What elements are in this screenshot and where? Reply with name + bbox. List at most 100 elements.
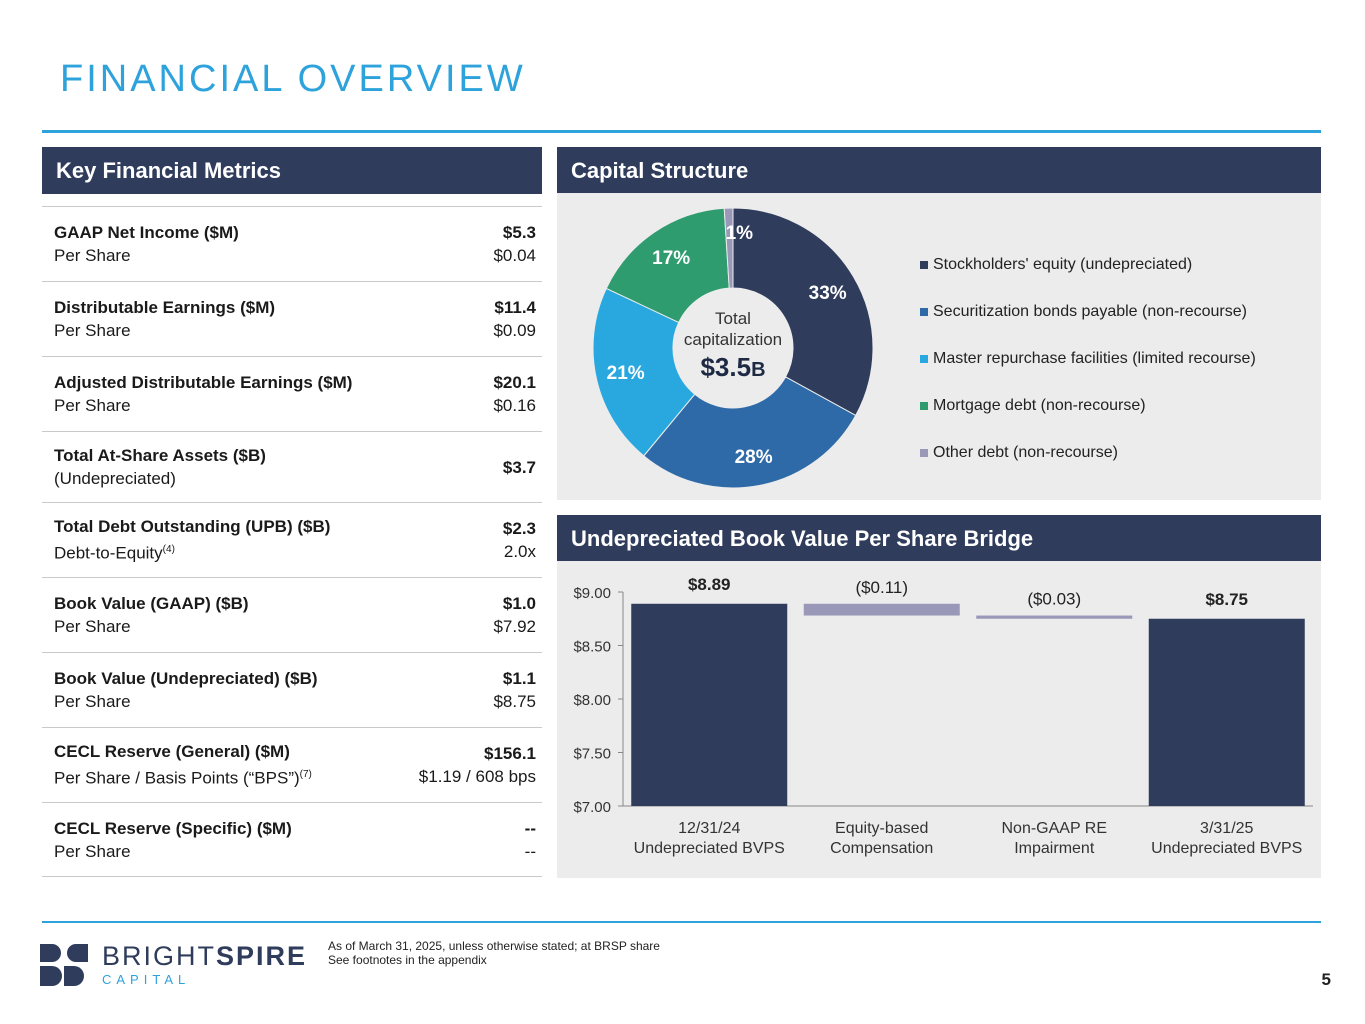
x-category-label: Undepreciated BVPS — [1151, 840, 1302, 857]
metric-value: -- — [524, 818, 536, 838]
logo-name-bold: SPIRE — [216, 941, 308, 971]
metric-sub-label: (Undepreciated) — [54, 469, 176, 488]
x-category-label: Undepreciated BVPS — [634, 840, 785, 857]
legend-swatch — [920, 307, 928, 316]
metric-row: Total At-Share Assets ($B) (Undepreciated… — [42, 431, 542, 502]
donut-center — [673, 288, 793, 408]
bridge-bar — [1148, 618, 1305, 806]
metric-label: Distributable Earnings ($M) — [54, 298, 276, 317]
metric-row: GAAP Net Income ($M) Per Share $5.3 $0.04 — [42, 206, 542, 281]
capital-structure-legend: Stockholders' equity (undepreciated) Secu… — [920, 241, 1256, 476]
brightspire-logo-mark-icon — [40, 943, 88, 986]
metrics-table: GAAP Net Income ($M) Per Share $5.3 $0.04 Di… — [42, 206, 542, 877]
legend-swatch — [920, 401, 928, 410]
metric-row: Adjusted Distributable Earnings ($M) Per … — [42, 356, 542, 431]
legend-swatch — [920, 354, 928, 363]
metric-sub-label: Per Share — [54, 396, 131, 415]
metric-label: Book Value (Undepreciated) ($B) — [54, 669, 318, 688]
bridge-value-label: ($0.03) — [1027, 590, 1081, 609]
bridge-value-label: ($0.11) — [855, 578, 908, 597]
bridge-bar — [803, 603, 960, 616]
legend-label: Other debt (non-recourse) — [933, 443, 1118, 461]
legend-item: Mortgage debt (non-recourse) — [920, 382, 1256, 429]
donut-slice-label: 21% — [607, 363, 645, 384]
page-number: 5 — [1321, 970, 1331, 989]
footnote: As of March 31, 2025, unless otherwise s… — [328, 939, 660, 967]
metric-sub-value: $8.75 — [493, 692, 536, 711]
footnote-line-2: See footnotes in the appendix — [328, 953, 487, 967]
footnote-marker: (4) — [162, 544, 175, 556]
donut-slice-label: 17% — [652, 248, 690, 269]
metric-sub-label: Debt-to-Equity(4) — [54, 543, 175, 563]
donut-slice-label: 1% — [726, 223, 754, 244]
bottom-divider — [42, 921, 1321, 923]
bvps-bridge-header: Undepreciated Book Value Per Share Bridg… — [557, 515, 1321, 562]
metric-row: Book Value (Undepreciated) ($B) Per Share… — [42, 652, 542, 727]
x-category-label: Equity-based — [835, 820, 928, 837]
page-title: FINANCIAL OVERVIEW — [60, 58, 526, 100]
donut-center-label-total: Total — [715, 309, 751, 328]
legend-label: Stockholders' equity (undepreciated) — [933, 255, 1193, 273]
bridge-bar — [631, 603, 788, 806]
metric-row: Book Value (GAAP) ($B) Per Share $1.0 $7.92 — [42, 577, 542, 652]
y-tick-label: $7.50 — [573, 746, 611, 763]
bridge-value-label: $8.75 — [1205, 590, 1248, 609]
footnote-marker: (7) — [299, 769, 312, 781]
top-divider — [42, 130, 1321, 133]
legend-item: Stockholders' equity (undepreciated) — [920, 241, 1256, 288]
capital-structure-header: Capital Structure — [557, 147, 1321, 194]
bridge-value-label: $8.89 — [688, 575, 731, 594]
x-category-label: Non-GAAP RE — [1001, 820, 1107, 837]
metric-value: $1.1 — [502, 669, 536, 688]
metric-sub-value: $0.16 — [493, 396, 536, 415]
metric-value: $1.0 — [502, 594, 536, 613]
legend-item: Master repurchase facilities (limited re… — [920, 335, 1256, 382]
metric-sub-value: $0.09 — [493, 321, 536, 340]
metric-sub-label: Per Share — [54, 841, 131, 861]
footnote-line-1: As of March 31, 2025, unless otherwise s… — [328, 939, 660, 953]
metric-value: $11.4 — [494, 298, 536, 317]
x-category-label: 3/31/25 — [1200, 820, 1253, 837]
metric-label: Adjusted Distributable Earnings ($M) — [54, 373, 353, 392]
logo-name-light: BRIGHT — [102, 941, 217, 971]
brightspire-logo: BRIGHTSPIRE CAPITAL — [40, 942, 307, 987]
metric-label: CECL Reserve (General) ($M) — [54, 742, 290, 762]
metric-row: Distributable Earnings ($M) Per Share $11.… — [42, 281, 542, 356]
y-tick-label: $8.50 — [573, 639, 611, 656]
metric-sub-label: Per Share — [54, 692, 131, 711]
metric-value: $156.1 — [484, 744, 536, 763]
bridge-bar — [976, 615, 1133, 619]
metric-label: Total Debt Outstanding (UPB) ($B) — [54, 517, 331, 537]
metric-value: $5.3 — [502, 223, 536, 242]
metric-sub-value: -- — [524, 841, 536, 861]
bvps-bridge-chart: $7.00 $7.50 $8.00 $8.50 $9.00 $8.89 12/31/24 Un… — [573, 575, 1313, 857]
metric-row: CECL Reserve (Specific) ($M) Per Share -- -… — [42, 802, 542, 877]
metric-sub-value: 2.0x — [503, 542, 536, 561]
donut-slice-label: 28% — [735, 447, 773, 468]
metric-sub-label: Per Share — [54, 246, 131, 265]
donut-slice-label: 33% — [809, 283, 847, 304]
legend-swatch — [920, 260, 928, 269]
legend-label: Master repurchase facilities (limited re… — [933, 349, 1256, 367]
y-tick-label: $8.00 — [573, 692, 611, 709]
legend-label: Mortgage debt (non-recourse) — [933, 396, 1146, 414]
metric-sub-value: $0.04 — [493, 246, 536, 265]
donut-center-label-capitalization: capitalization — [684, 330, 782, 349]
logo-subtitle: CAPITAL — [102, 972, 191, 987]
donut-center-value: $3.5B — [700, 352, 765, 382]
metric-value: $3.7 — [502, 457, 536, 477]
y-tick-label: $9.00 — [573, 585, 611, 602]
y-tick-label: $7.00 — [573, 799, 611, 816]
x-category-label: 12/31/24 — [678, 820, 740, 837]
metric-sub-label: Per Share — [54, 321, 131, 340]
metrics-header: Key Financial Metrics — [42, 147, 542, 194]
metric-label: Book Value (GAAP) ($B) — [54, 594, 249, 613]
capital-structure-donut-chart: 33% 28% 21% 17% 1% Total capitalization $3.5B — [592, 207, 874, 489]
metric-label: GAAP Net Income ($M) — [54, 223, 239, 242]
metric-row: Total Debt Outstanding (UPB) ($B) Debt-to… — [42, 502, 542, 577]
metric-sub-label: Per Share — [54, 617, 131, 636]
legend-item: Securitization bonds payable (non-recour… — [920, 288, 1256, 335]
metric-sub-label: Per Share / Basis Points (“BPS”)(7) — [54, 768, 312, 788]
x-category-label: Impairment — [1014, 840, 1095, 857]
legend-item: Other debt (non-recourse) — [920, 429, 1256, 476]
